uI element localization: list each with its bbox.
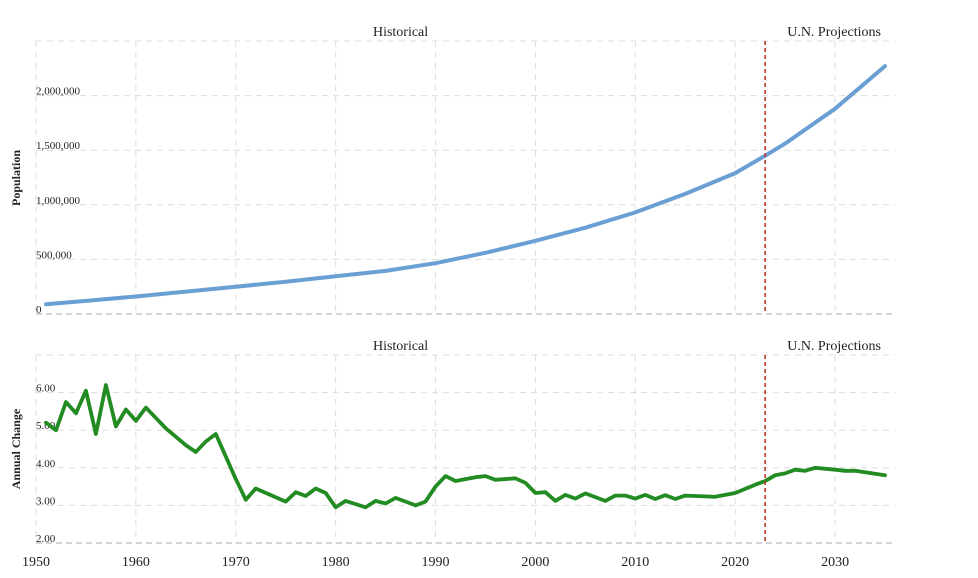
section-label-historical: Historical	[373, 339, 428, 354]
y-tick-label: 4.00	[36, 458, 56, 470]
y-tick-label: 0	[36, 304, 42, 316]
x-tick-label: 1950	[22, 555, 50, 570]
y-tick-label: 1,000,000	[36, 195, 81, 207]
section-label-historical: Historical	[373, 25, 428, 40]
y-tick-label: 2,000,000	[36, 86, 81, 98]
population-panel: 0 500,000 1,000,000 1,500,000 2,000,000 Histo…	[9, 25, 895, 316]
x-tick-label: 2010	[621, 555, 649, 570]
y-tick-label: 3.00	[36, 495, 56, 507]
section-label-projection: U.N. Projections	[787, 339, 881, 354]
population-line	[44, 64, 887, 307]
y-tick-label: 5.00	[36, 420, 56, 432]
y-tick-label: 500,000	[36, 249, 72, 261]
y-axis-title: Population	[9, 150, 23, 206]
x-tick-label: 2000	[521, 555, 549, 570]
annual-change-line	[44, 383, 887, 510]
x-tick-label: 1970	[222, 555, 250, 570]
x-tick-label: 1960	[122, 555, 150, 570]
x-axis: 1950 1960 1970 1980 1990 2000 2010 2020 2030	[22, 555, 849, 570]
x-tick-label: 1990	[422, 555, 450, 570]
x-tick-label: 2020	[721, 555, 749, 570]
y-tick-label: 1,500,000	[36, 140, 81, 152]
x-tick-label: 1980	[322, 555, 350, 570]
y-tick-label: 2.00	[36, 533, 56, 545]
x-tick-label: 2030	[821, 555, 849, 570]
y-axis-title: Annual Change	[9, 408, 23, 489]
y-tick-label: 6.00	[36, 383, 56, 395]
section-label-projection: U.N. Projections	[787, 25, 881, 40]
annual-change-panel: 2.00 3.00 4.00 5.00 6.00 Historical U.N. Proje…	[9, 339, 895, 545]
